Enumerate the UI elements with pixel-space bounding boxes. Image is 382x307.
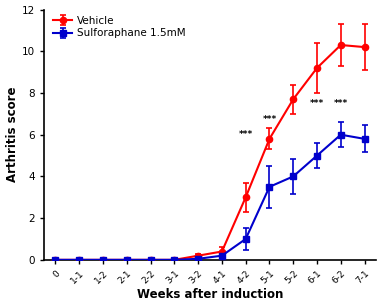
Legend: Vehicle, Sulforaphane 1.5mM: Vehicle, Sulforaphane 1.5mM bbox=[52, 15, 187, 40]
Text: ***: *** bbox=[239, 130, 253, 139]
Y-axis label: Arthritis score: Arthritis score bbox=[6, 87, 19, 182]
Text: ***: *** bbox=[262, 115, 277, 124]
Text: ***: *** bbox=[333, 99, 348, 107]
X-axis label: Weeks after induction: Weeks after induction bbox=[137, 289, 283, 301]
Text: ***: *** bbox=[310, 99, 324, 107]
